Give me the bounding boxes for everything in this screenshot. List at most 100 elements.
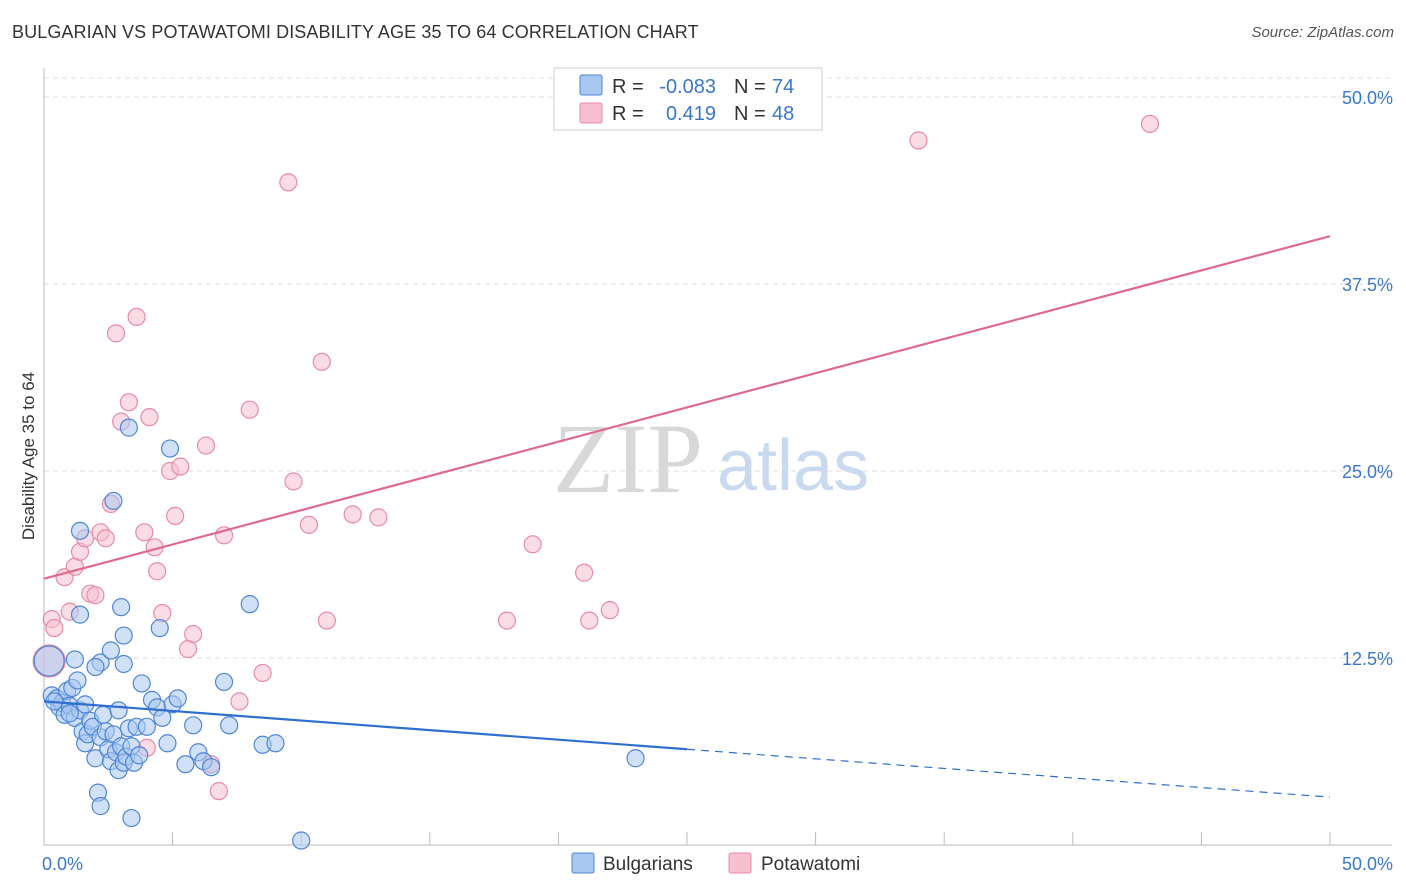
potawatomi-point bbox=[119, 393, 138, 412]
potawatomi-point bbox=[230, 692, 249, 711]
watermark-atlas: atlas bbox=[717, 426, 869, 506]
potawatomi-point bbox=[299, 515, 319, 534]
potawatomi-point bbox=[166, 506, 185, 525]
bulgarians-point bbox=[158, 734, 177, 753]
y-tick-labels: 12.5% 25.0% 37.5% 50.0% bbox=[1342, 88, 1393, 669]
potawatomi-point bbox=[580, 611, 599, 630]
y-tick-label: 25.0% bbox=[1342, 462, 1393, 482]
bulgarians-point bbox=[150, 618, 169, 638]
potawatomi-point bbox=[209, 782, 228, 801]
bulgarians-point bbox=[130, 746, 149, 765]
potawatomi-point bbox=[171, 457, 190, 476]
potawatomi-trend-line bbox=[43, 235, 1331, 580]
potawatomi-point bbox=[284, 472, 303, 491]
potawatomi-point bbox=[45, 618, 64, 638]
series-legend: Bulgarians Potawatomi bbox=[571, 852, 860, 875]
bulgarians-point bbox=[184, 716, 203, 735]
legend-r-label: R = bbox=[612, 103, 644, 125]
bulgarians-point bbox=[109, 701, 128, 720]
y-axis-label: Disability Age 35 to 64 bbox=[19, 372, 38, 540]
legend-swatch-potawatomi bbox=[579, 102, 603, 124]
potawatomi-point bbox=[279, 173, 298, 192]
potawatomi-point bbox=[343, 505, 362, 524]
bulgarians-point bbox=[137, 717, 156, 736]
potawatomi-point bbox=[96, 529, 115, 548]
potawatomi-point bbox=[135, 523, 154, 542]
potawatomi-point bbox=[106, 324, 126, 343]
bulgarians-point bbox=[168, 689, 187, 708]
potawatomi-point bbox=[148, 562, 167, 581]
legend-n-value: 48 bbox=[772, 103, 794, 125]
bulgarians-trend-line bbox=[43, 700, 688, 751]
y-tick-label: 50.0% bbox=[1342, 88, 1393, 108]
bulgarians-point bbox=[60, 704, 79, 723]
bulgarians-trend-extension bbox=[686, 748, 1331, 798]
legend-n-value: 74 bbox=[772, 76, 794, 98]
grid-lines bbox=[44, 77, 1392, 659]
potawatomi-point bbox=[575, 563, 594, 582]
bulgarians-point bbox=[176, 755, 195, 774]
bulgarians-point bbox=[626, 749, 645, 768]
series-potawatomi bbox=[32, 114, 1160, 801]
legend-swatch-bulgarians bbox=[571, 852, 595, 874]
potawatomi-point bbox=[317, 611, 337, 630]
y-tick-label: 12.5% bbox=[1342, 649, 1393, 669]
bulgarians-point bbox=[94, 705, 113, 724]
potawatomi-point bbox=[369, 508, 388, 527]
bulgarians-point bbox=[214, 672, 234, 692]
bulgarians-point bbox=[266, 734, 285, 753]
chart-title: BULGARIAN VS POTAWATOMI DISABILITY AGE 3… bbox=[12, 22, 699, 42]
potawatomi-point bbox=[312, 352, 331, 371]
legend-swatch-bulgarians bbox=[579, 74, 603, 96]
potawatomi-point bbox=[909, 131, 928, 150]
x-tick-labels: 0.0% 50.0% bbox=[42, 854, 1393, 874]
legend-r-value: 0.419 bbox=[666, 103, 716, 125]
bulgarians-point bbox=[70, 605, 90, 624]
bulgarians-point bbox=[160, 439, 180, 458]
bulgarians-point bbox=[70, 521, 90, 540]
legend-swatch-potawatomi bbox=[728, 852, 752, 874]
potawatomi-point bbox=[497, 611, 517, 630]
bulgarians-point bbox=[112, 598, 131, 617]
potawatomi-point bbox=[253, 663, 272, 683]
bulgarians-point bbox=[104, 491, 123, 511]
bulgarians-point bbox=[86, 657, 105, 677]
legend-n-label: N = bbox=[734, 76, 766, 98]
potawatomi-point bbox=[86, 586, 105, 605]
bulgarians-point bbox=[33, 645, 65, 677]
bulgarians-point bbox=[65, 650, 84, 669]
trend-lines bbox=[43, 235, 1331, 798]
bulgarians-point bbox=[220, 716, 239, 735]
legend-n-label: N = bbox=[734, 103, 766, 125]
watermark-zip: ZIP bbox=[553, 403, 703, 514]
legend-label-bulgarians: Bulgarians bbox=[603, 854, 693, 875]
potawatomi-point bbox=[600, 601, 619, 620]
bulgarians-point bbox=[292, 831, 311, 850]
potawatomi-point bbox=[196, 436, 216, 455]
bulgarians-point bbox=[114, 626, 133, 645]
bulgarians-point bbox=[101, 641, 120, 660]
bulgarians-point bbox=[114, 654, 133, 674]
legend-r-value: -0.083 bbox=[659, 76, 716, 98]
bulgarians-point bbox=[68, 671, 87, 690]
potawatomi-point bbox=[127, 307, 146, 327]
potawatomi-point bbox=[523, 535, 542, 554]
potawatomi-point bbox=[184, 624, 203, 644]
potawatomi-point bbox=[1140, 114, 1160, 134]
bulgarians-point bbox=[119, 418, 138, 437]
legend-r-label: R = bbox=[612, 76, 644, 98]
bulgarians-point bbox=[202, 758, 221, 777]
axes bbox=[43, 68, 1392, 846]
x-tick-label: 0.0% bbox=[42, 854, 83, 874]
potawatomi-point bbox=[140, 408, 159, 427]
source-label: Source: ZipAtlas.com bbox=[1251, 24, 1394, 41]
bulgarians-point bbox=[240, 595, 259, 614]
potawatomi-point bbox=[153, 604, 172, 623]
y-tick-label: 37.5% bbox=[1342, 275, 1393, 295]
bulgarians-point bbox=[122, 808, 141, 828]
watermark: ZIP atlas bbox=[553, 403, 869, 514]
bulgarians-point bbox=[132, 674, 151, 693]
bulgarians-point bbox=[91, 797, 110, 816]
correlation-legend: R = -0.083 N = 74 R = 0.419 N = 48 bbox=[553, 67, 823, 131]
